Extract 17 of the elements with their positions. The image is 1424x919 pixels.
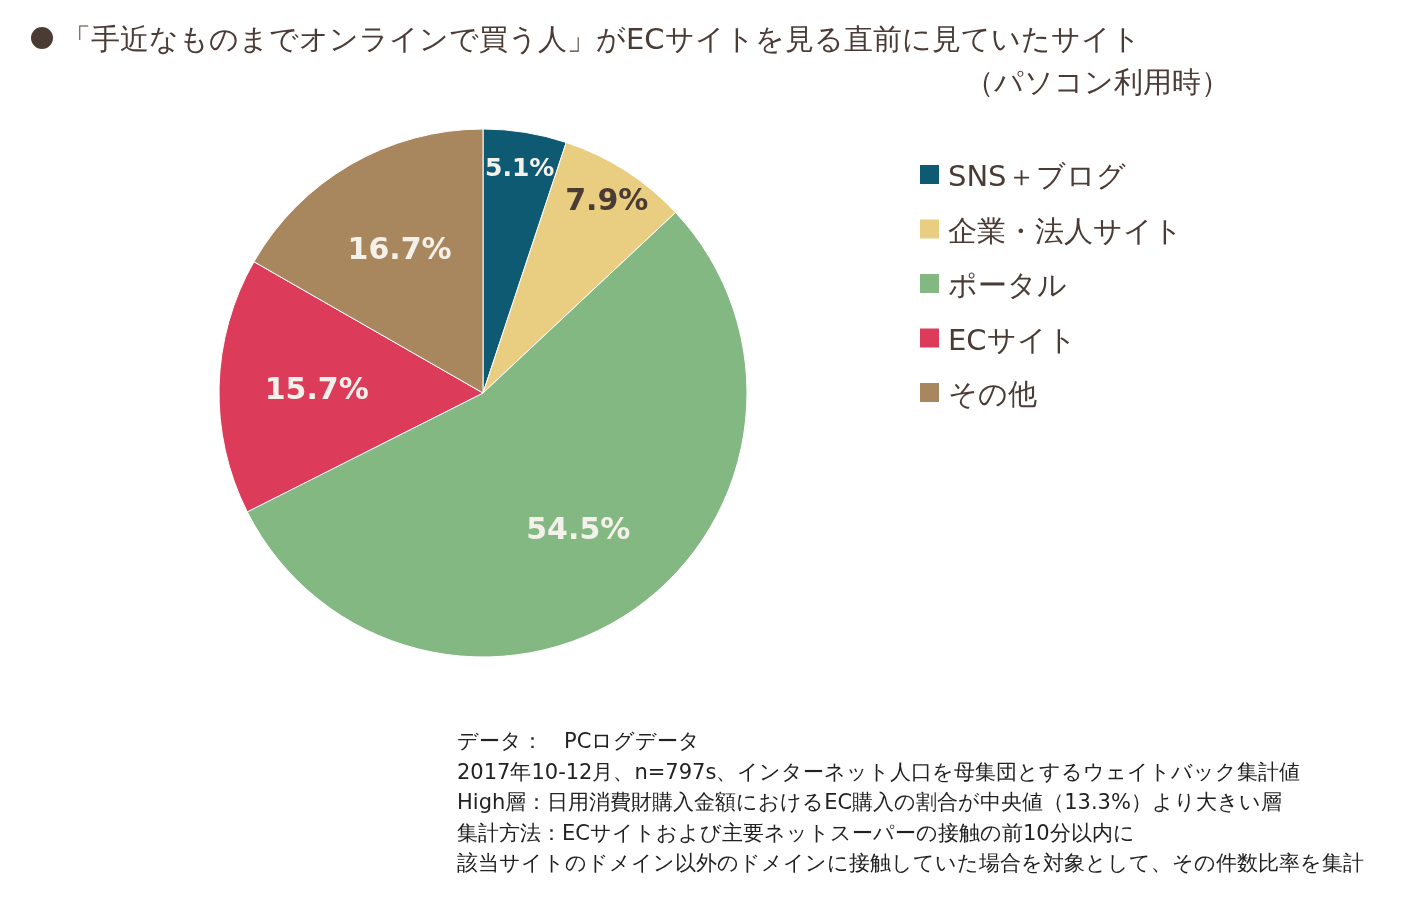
text: High層：日用消費財購入金額におけるEC購入の割合が中央値（13.3%）より大きい層: [457, 790, 1282, 814]
chart-subtitle: （パソコン利用時）: [965, 65, 1230, 99]
text: 集計方法：ECサイトおよび主要ネットスーパーの接触の前10分以内に: [457, 820, 1135, 845]
legend-label: ECサイト: [948, 322, 1077, 357]
data-label: 7.9%: [565, 181, 649, 217]
text: データ： PCログデータ: [457, 729, 701, 753]
legend-label: 企業・法人サイト: [948, 213, 1183, 248]
data-label: 16.7%: [347, 231, 452, 267]
legend-label: その他: [948, 377, 1037, 411]
legend-label: ポータル: [948, 268, 1067, 302]
text: 2017年10-12月、n=797s、インターネット人口を母集団とするウェイトバック集計値: [457, 759, 1301, 784]
data-label: 54.5%: [526, 511, 631, 547]
data-label: 5.1%: [485, 153, 555, 183]
data-label: 15.7%: [264, 370, 369, 406]
legend-label: SNS＋ブログ: [948, 159, 1126, 193]
text: 該当サイトのドメイン以外のドメインに接触していた場合を対象として、その件数比率を集計: [457, 851, 1364, 875]
chart-title: 「手近なものまでオンラインで買う人」がECサイトを見る直前に見ていたサイト: [62, 22, 1141, 56]
